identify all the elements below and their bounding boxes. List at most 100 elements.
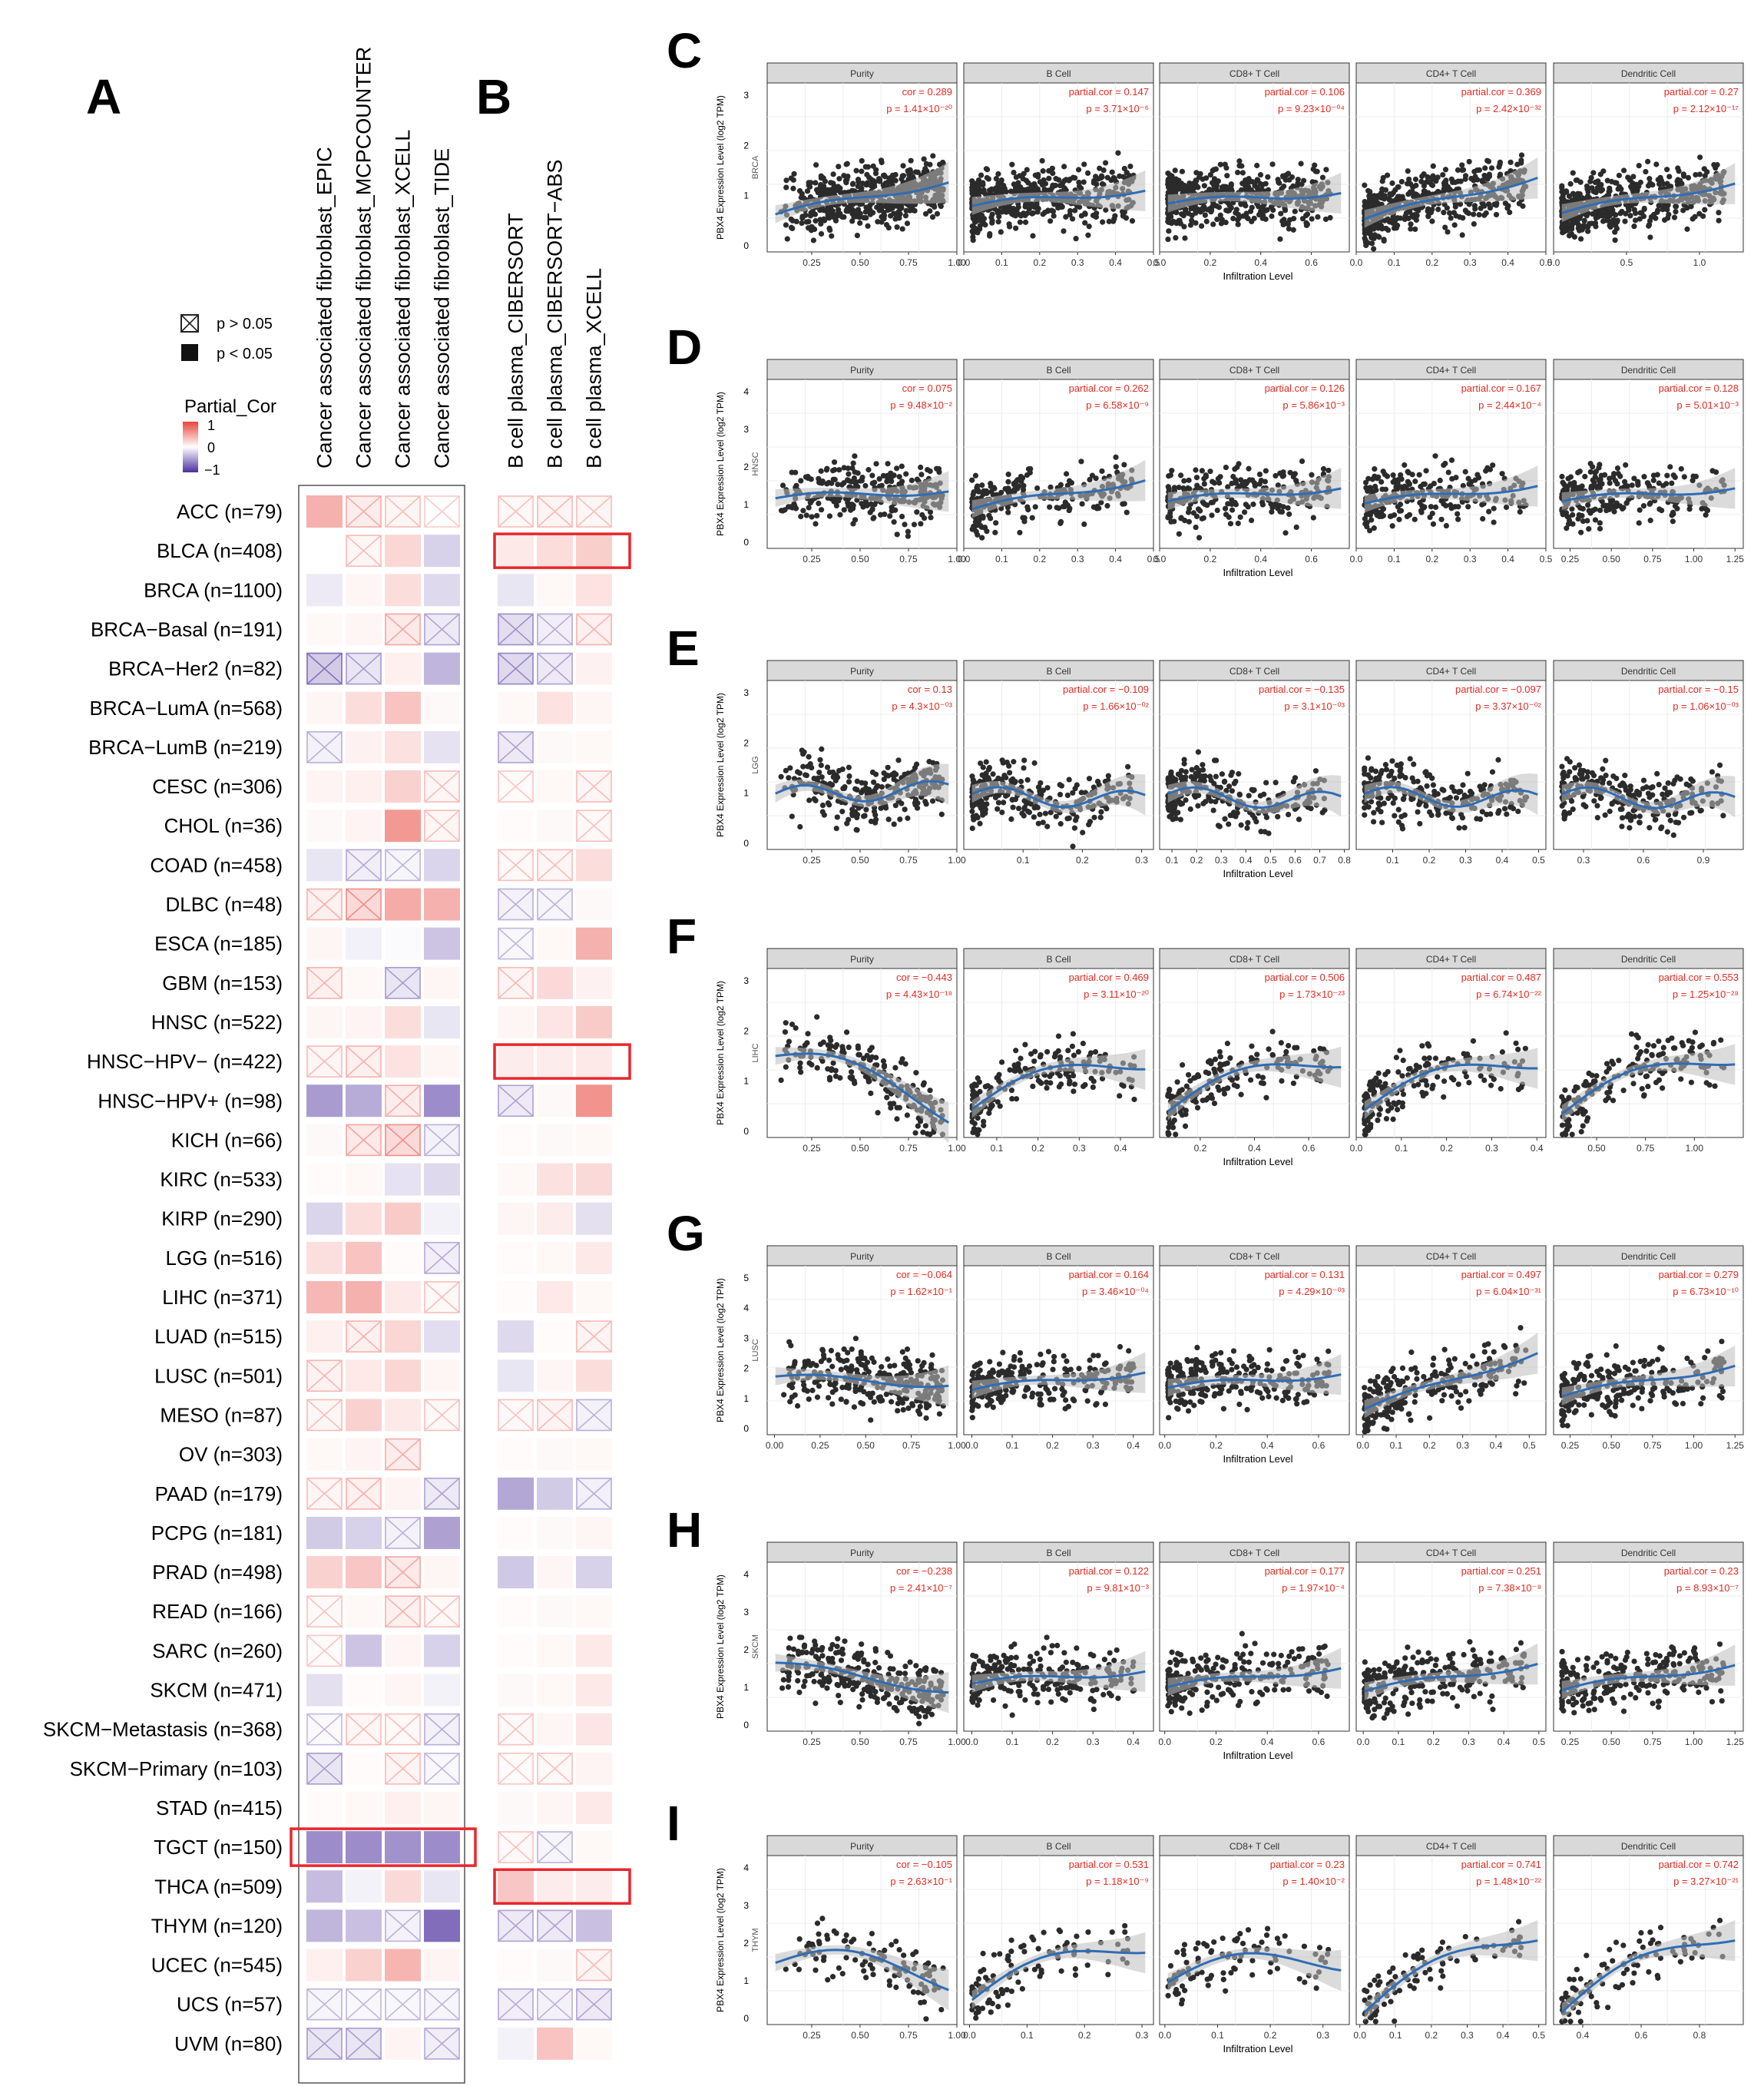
x-tick-label: 0.2: [1033, 554, 1046, 565]
scatter-point: [1713, 469, 1719, 475]
scatter-point: [1399, 194, 1405, 200]
scatter-point: [805, 475, 811, 482]
heatmap-a-ns-frame: [346, 849, 382, 882]
scatter-point: [1478, 205, 1484, 211]
scatter-point: [783, 184, 789, 190]
scatter-point: [908, 157, 914, 164]
scatter-point: [829, 233, 835, 239]
scatter-point: [1430, 163, 1436, 169]
scatter-point: [862, 780, 869, 786]
scatter-point: [829, 468, 836, 474]
scatter-point: [872, 179, 878, 185]
heatmap-a-ns-frame: [306, 1399, 343, 1432]
x-tick-label: 0.2: [1033, 257, 1046, 268]
scatter-point: [1286, 177, 1292, 183]
scatter-point: [1455, 511, 1461, 517]
heatmap-b-cell: [576, 1870, 612, 1903]
scatter-point: [1656, 480, 1662, 486]
scatter-point: [1284, 220, 1290, 227]
confidence-band: [971, 170, 1146, 215]
scatter-point: [1193, 182, 1200, 189]
scatter-point: [1113, 464, 1119, 470]
heatmap-b-ns-frame: [498, 613, 534, 646]
scatter-point: [841, 507, 847, 513]
scatter-point: [1003, 209, 1009, 215]
heatmap-a-ns-frame: [346, 1713, 382, 1746]
scatter-point: [831, 459, 838, 465]
scatter-point: [822, 178, 829, 184]
scatter-point: [1203, 218, 1210, 224]
heatmap-a-cell: [306, 1084, 343, 1118]
scatter-point: [816, 500, 822, 507]
x-tick-label: 0.0: [1153, 554, 1167, 565]
facet-title: CD4+ T Cell: [1426, 68, 1476, 79]
scatter-point: [980, 492, 986, 498]
scatter-point: [1455, 516, 1461, 522]
scatter-point: [834, 814, 840, 820]
scatter-point: [1670, 509, 1676, 515]
scatter-point: [1593, 209, 1600, 215]
heatmap-a-ns-frame: [385, 1438, 421, 1471]
confidence-band: [775, 161, 949, 224]
scatter-point: [803, 212, 809, 218]
scatter-point: [793, 218, 799, 225]
scatter-point: [814, 512, 820, 519]
scatter-point: [1411, 214, 1417, 220]
scatter-point: [1235, 221, 1241, 227]
x-tick-label: 0.25: [1561, 554, 1580, 565]
heatmap-b-cell: [537, 2027, 573, 2060]
scatter-point: [926, 759, 932, 765]
heatmap-a-cell: [306, 927, 343, 960]
heatmap-b-ns-cross: [537, 1831, 573, 1863]
scatter-point: [880, 172, 887, 179]
scatter-point: [835, 482, 841, 488]
scatter-point: [934, 210, 941, 217]
scatter-point: [995, 171, 1001, 177]
scatter-point: [1701, 166, 1707, 172]
color-legend-mid: 0: [207, 440, 215, 455]
scatter-point: [1402, 462, 1408, 469]
p-value-label: p = 5.86×10⁻³: [1282, 399, 1345, 411]
heatmap-b-cell: [576, 1674, 612, 1707]
scatter-point: [791, 171, 797, 177]
p-value-label: p = 6.58×10⁻⁹: [1086, 399, 1149, 411]
heatmap-a-ns-frame: [424, 1753, 460, 1785]
scatter-point: [1208, 499, 1214, 505]
scatter-point: [1664, 472, 1670, 478]
scatter-point: [1222, 505, 1229, 512]
scatter-point: [1243, 481, 1249, 487]
scatter-point: [1009, 161, 1015, 167]
scatter-point: [971, 181, 977, 187]
scatter-point: [1013, 225, 1019, 231]
heatmap-b-ns-frame: [498, 1909, 534, 1942]
scatter-point: [1584, 186, 1590, 192]
heatmap-a-cell: [385, 691, 421, 724]
scatter-point: [826, 802, 832, 808]
scatter-point: [1593, 469, 1599, 475]
heatmap-a-ns-cross: [346, 495, 382, 528]
scatter-point: [903, 471, 909, 477]
scatter-point: [1681, 474, 1687, 480]
heatmap-b-ns-frame: [498, 731, 534, 763]
heatmap-a-cell: [424, 1320, 460, 1353]
scatter-point: [799, 190, 805, 197]
heatmap-b-ns-cross: [498, 731, 534, 763]
scatter-point: [889, 478, 895, 485]
scatter-point: [1299, 458, 1306, 465]
scatter-point: [1193, 475, 1200, 481]
scatter-point: [837, 512, 843, 518]
scatter-point: [1057, 518, 1064, 525]
heatmap-a-cell: [306, 1202, 343, 1235]
scatter-point: [1280, 504, 1286, 510]
scatter-point: [1259, 502, 1266, 508]
heatmap-b-ns-frame: [576, 1988, 612, 2021]
scatter-point: [1108, 177, 1114, 184]
heatmap-b-cell: [498, 1241, 534, 1274]
scatter-point: [1079, 501, 1085, 507]
scatter-point: [1398, 484, 1404, 490]
correlation-label: partial.cor = 0.106: [1265, 86, 1345, 98]
heatmap-a-ns-cross: [385, 967, 421, 999]
heatmap-a-cell: [346, 1634, 382, 1667]
scatter-point: [872, 816, 879, 823]
scatter-point: [1373, 511, 1380, 517]
